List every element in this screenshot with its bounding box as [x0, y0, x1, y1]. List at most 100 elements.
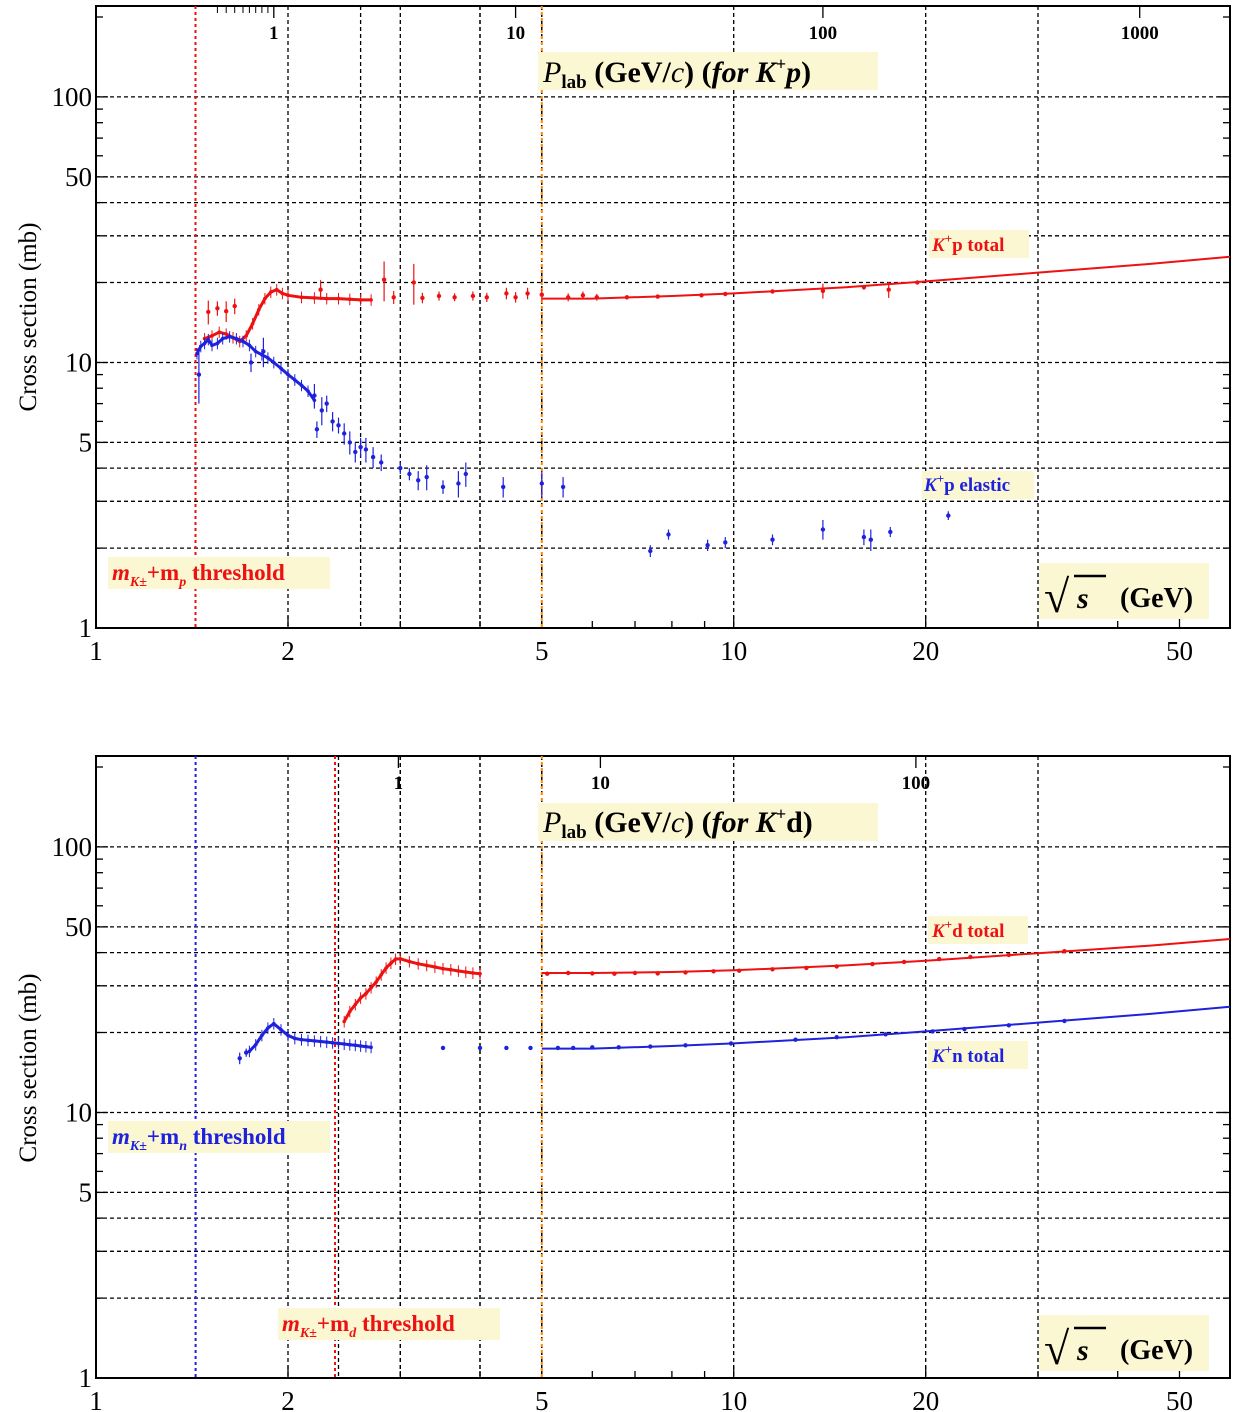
- bottom-series-2-dense-point: [364, 1044, 368, 1049]
- top-series-2-point: [416, 478, 421, 483]
- top-series-2-point: [456, 481, 461, 486]
- bottom-series-1-point: [655, 971, 660, 976]
- top-series-1-point: [723, 291, 728, 297]
- top-series-2-dense-point: [195, 351, 199, 356]
- bottom-y-tick-label: 1: [79, 1363, 93, 1393]
- top-series-1-point: [513, 295, 518, 300]
- top-series-2-point: [648, 548, 653, 554]
- top-series-2-point: [336, 423, 341, 428]
- bottom-series-1-dense-point: [398, 957, 403, 961]
- top-series-2-point: [261, 349, 266, 354]
- bottom-x-tick-label: 20: [912, 1386, 939, 1412]
- bottom-series-1-point: [937, 956, 942, 962]
- top-series-2-point: [347, 440, 352, 445]
- top-x-tick-label: 10: [720, 636, 747, 666]
- bottom-series-2-point: [962, 1026, 967, 1032]
- bottom-series-1-point: [545, 971, 550, 976]
- bottom-series-1-dense-point: [441, 966, 445, 971]
- top-sqrt-s-box: [1039, 563, 1209, 619]
- top-series-2-point: [820, 527, 826, 532]
- bottom-series2-label-bg: [928, 1041, 1028, 1069]
- top-series-1-dense-point: [274, 287, 279, 292]
- bottom-series-1-dense-point: [342, 1019, 347, 1024]
- bottom-series-2-dense-point: [324, 1040, 329, 1044]
- bottom-series-2-point: [440, 1045, 446, 1051]
- top-series1-label: K+p total: [931, 231, 1004, 256]
- top-series-2-dense-point: [272, 360, 276, 365]
- top-series-1-dense-point: [336, 296, 341, 301]
- top-series-1-point: [820, 288, 826, 294]
- top-series-1-point: [539, 292, 544, 297]
- bottom-series-1-dense-band: [342, 957, 481, 1023]
- top-series-1-dense-point: [250, 321, 255, 326]
- bottom-series-2-point: [1062, 1018, 1067, 1024]
- bottom-series-1-point: [711, 969, 716, 974]
- bottom-series-2-dense-point: [348, 1042, 352, 1047]
- bottom-series-2-dense-point: [272, 1021, 276, 1026]
- top-series-1-dense-point: [286, 293, 290, 298]
- bottom-series-2-point: [728, 1041, 734, 1046]
- bottom-x-tick-label: 5: [535, 1386, 549, 1412]
- top-series-2-point: [407, 471, 412, 477]
- top-series-2-point: [248, 360, 254, 365]
- bottom-series-2-dense-point: [353, 1043, 358, 1048]
- top-series-1-point: [391, 295, 396, 300]
- bottom-series-1-dense-point: [353, 1002, 358, 1007]
- top-series-2-dense-point: [241, 339, 245, 344]
- bottom-threshold-d-label: mK±+md threshold: [282, 1311, 455, 1341]
- top-y-tick-label: 50: [65, 162, 92, 192]
- top-series-2-dense-point: [286, 372, 290, 377]
- bottom-series-2-point: [555, 1045, 561, 1051]
- top-series-1-point: [655, 294, 660, 299]
- top-series-1-point: [525, 291, 530, 296]
- top-series-2-dense-point: [306, 389, 310, 393]
- bottom-plab-title: Plab (GeV/c) (for K+d): [542, 804, 813, 843]
- bottom-series-1-dense-point: [416, 962, 421, 966]
- top-plot-frame: [95, 5, 1231, 629]
- top-x-tick-label: 50: [1166, 636, 1193, 666]
- top-plab-title: Plab (GeV/c) (for K+p): [542, 54, 811, 93]
- top-series-2-dense-point: [279, 366, 283, 371]
- top-series-1-dense-point: [348, 297, 352, 302]
- bottom-series1-label: K+d total: [931, 917, 1004, 942]
- bottom-series-2-dense-point: [318, 1039, 323, 1044]
- top-series-2-dense-point: [199, 344, 203, 349]
- bottom-series-2-point: [793, 1037, 798, 1042]
- top-x-tick-label: 20: [912, 636, 939, 666]
- bottom-series2-label: K+n total: [931, 1042, 1004, 1067]
- top-series-1-point: [886, 287, 891, 292]
- bottom-series-1-dense-point: [369, 985, 373, 990]
- top-top-tick-label: 1000: [1121, 23, 1159, 44]
- top-series-2-point: [358, 444, 363, 450]
- bottom-series-2-point: [883, 1032, 888, 1037]
- bottom-series-1-dense-point: [478, 971, 482, 976]
- top-series-1-dense-point: [257, 307, 261, 312]
- top-top-tick-label: 1: [269, 23, 279, 44]
- top-series-2-dense-point: [206, 337, 211, 342]
- bottom-series-2-point: [1006, 1023, 1011, 1028]
- top-series-1-dense-point: [358, 298, 363, 302]
- bottom-series-1-dense-point: [348, 1009, 352, 1014]
- bottom-sqrt-s-box: [1039, 1315, 1209, 1371]
- bottom-series-2-point: [528, 1045, 533, 1051]
- bottom-y-tick-label: 5: [79, 1177, 93, 1207]
- top-series-1-point: [411, 280, 416, 285]
- top-series1-label-bg: [929, 230, 1029, 258]
- top-series-1-dense-point: [244, 334, 248, 338]
- top-sqrt-unit: (GeV): [1120, 583, 1193, 614]
- bottom-series-2-point: [616, 1045, 621, 1050]
- bottom-series-2-point: [571, 1045, 576, 1051]
- top-y-tick-label: 10: [65, 348, 92, 378]
- top-series-2-point: [888, 529, 893, 535]
- top-series-2-dense-point: [293, 378, 297, 382]
- top-series-1-dense-point: [224, 332, 228, 336]
- top-series-2-point: [424, 474, 429, 480]
- top-series-1-point: [452, 295, 457, 300]
- bottom-series-2-dense-point: [336, 1041, 341, 1046]
- bottom-series-1-point: [1062, 949, 1067, 954]
- bottom-top-tick-label: 10: [591, 773, 610, 794]
- bottom-series-1-dense-point: [389, 961, 393, 965]
- top-series-1-dense-point: [217, 330, 221, 335]
- bottom-series-2-dense-point: [358, 1044, 363, 1048]
